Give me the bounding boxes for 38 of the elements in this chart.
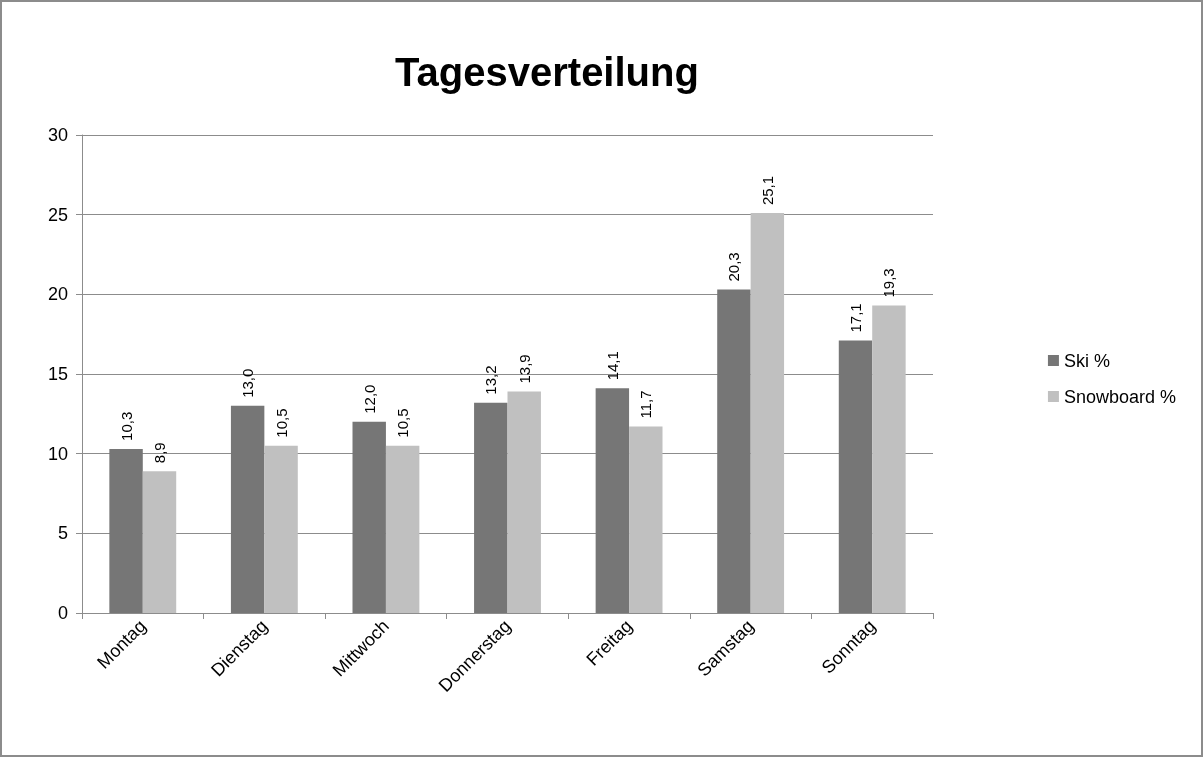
bar: [595, 388, 630, 613]
bar: [352, 421, 386, 613]
bar: [264, 445, 298, 613]
data-label: 8,9: [151, 442, 168, 464]
data-label: 20,3: [725, 252, 743, 282]
bar: [109, 448, 143, 613]
bar: [629, 426, 663, 613]
data-label: 19,3: [880, 268, 898, 298]
data-label: 17,1: [847, 303, 864, 333]
y-tick-label: 25: [47, 204, 68, 225]
data-label: 12,0: [360, 384, 378, 414]
bar: [872, 305, 906, 613]
y-tick-label: 5: [57, 523, 68, 544]
y-tick-label: 20: [47, 284, 68, 305]
legend-label: Ski %: [1063, 350, 1110, 371]
y-tick-label: 30: [47, 125, 68, 145]
y-tick-label: 0: [57, 603, 68, 623]
y-tick-label: 10: [47, 443, 68, 464]
data-label: 11,7: [637, 390, 655, 419]
data-label: 13,0: [239, 368, 257, 398]
chart-title: Tagesverteilung: [395, 50, 699, 94]
bar: [385, 445, 420, 613]
bar: [750, 213, 785, 613]
bar: [507, 391, 541, 613]
bar: [474, 402, 508, 613]
bar: [838, 340, 873, 613]
data-label: 13,2: [482, 365, 500, 395]
data-label: 10,5: [272, 408, 290, 438]
legend-label: Snowboard %: [1063, 386, 1177, 407]
bar: [717, 289, 751, 613]
bar: [142, 471, 177, 613]
y-tick-label: 15: [47, 364, 68, 384]
data-label: 10,3: [117, 411, 135, 441]
bar: [230, 405, 265, 613]
data-label: 25,1: [758, 175, 776, 206]
data-label: 13,9: [515, 354, 533, 384]
data-label: 14,1: [603, 351, 621, 381]
data-label: 10,5: [394, 408, 412, 438]
